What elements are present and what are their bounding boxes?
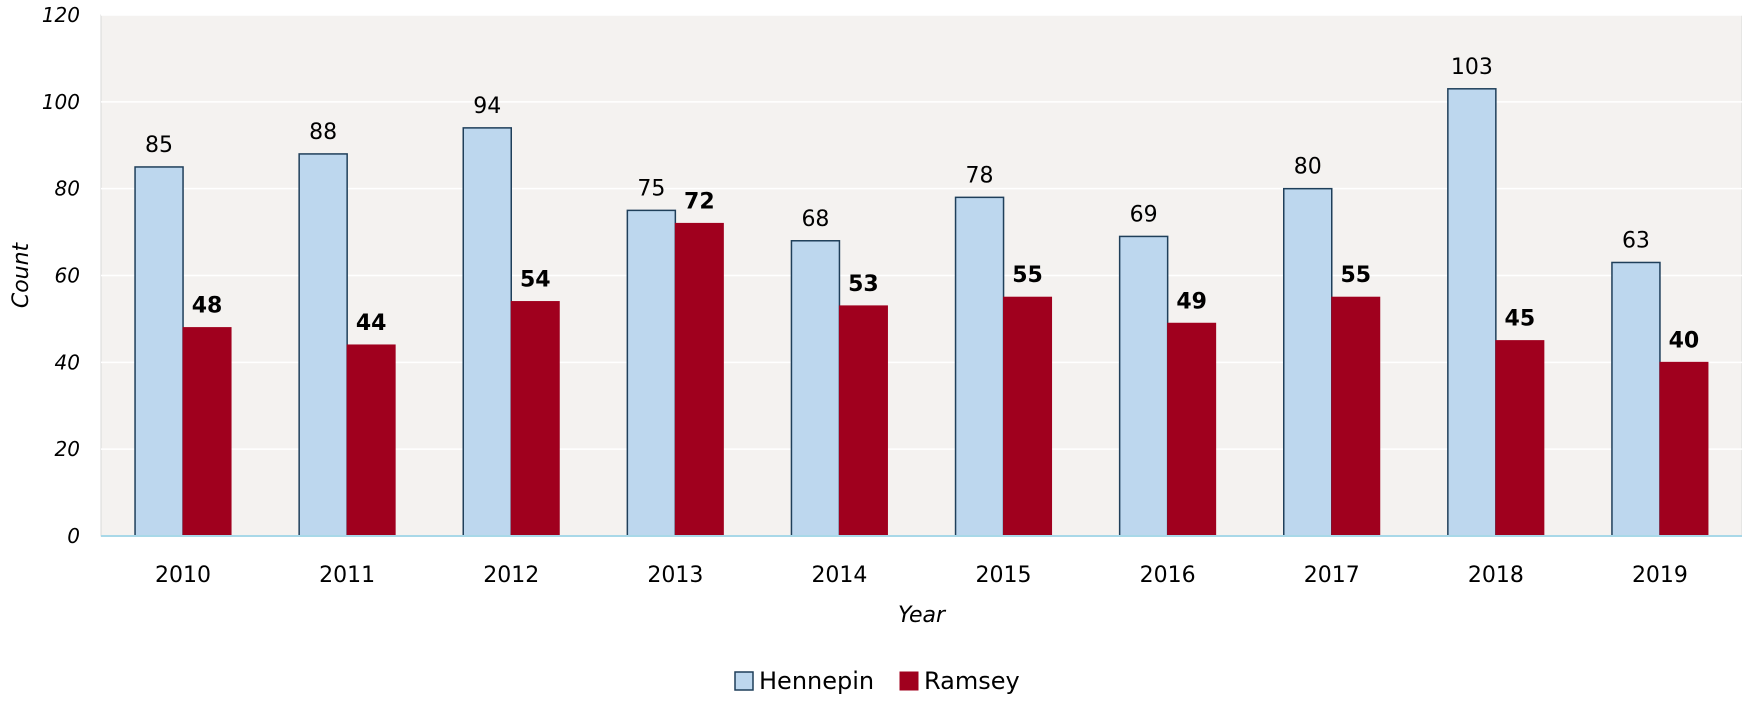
x-tick-label: 2011	[319, 563, 375, 588]
data-label-ramsey-2013: 72	[684, 189, 715, 214]
data-labels: 85 48 88 44 94 54 75 72 68 53 78 55 69 49 80 55 103 45 63 4…	[145, 55, 1699, 354]
legend: Hennepin Ramsey	[734, 667, 1020, 695]
bar-hennepin-2011	[298, 153, 348, 537]
x-axis-ticks: 2010 2011 2012 2013 2014 2015 2016 2017 2018 2019	[155, 563, 1688, 588]
y-axis-ticks: 0 20 40 60 80 100 120	[42, 3, 80, 548]
x-tick-label: 2019	[1632, 563, 1688, 588]
y-tick-label: 40	[55, 350, 80, 374]
y-tick-label: 100	[42, 90, 80, 114]
y-tick-label: 60	[55, 264, 80, 288]
y-tick-label: 80	[55, 177, 80, 201]
data-label-hennepin-2012: 94	[473, 94, 501, 119]
bar-ramsey-2019	[1659, 361, 1709, 537]
data-label-ramsey-2018: 45	[1505, 307, 1536, 332]
legend-swatch-hennepin	[734, 671, 754, 691]
x-tick-label: 2015	[976, 563, 1032, 588]
data-label-ramsey-2010: 48	[192, 294, 223, 319]
data-label-hennepin-2016: 69	[1130, 202, 1158, 227]
bar-hennepin-2017	[1283, 187, 1333, 537]
data-label-hennepin-2014: 68	[801, 207, 829, 232]
data-label-ramsey-2014: 53	[848, 272, 879, 297]
data-label-ramsey-2012: 54	[520, 268, 551, 293]
bar-hennepin-2018	[1447, 88, 1497, 537]
legend-label-ramsey: Ramsey	[924, 667, 1020, 695]
data-label-ramsey-2011: 44	[356, 311, 387, 336]
bar-hennepin-2016	[1118, 235, 1169, 537]
data-label-hennepin-2011: 88	[309, 120, 337, 145]
data-label-hennepin-2013: 75	[637, 176, 665, 201]
x-tick-label: 2016	[1140, 563, 1196, 588]
y-tick-label: 20	[55, 437, 80, 461]
x-tick-label: 2017	[1304, 563, 1360, 588]
x-tick-label: 2018	[1468, 563, 1524, 588]
data-label-ramsey-2015: 55	[1012, 263, 1043, 288]
bar-hennepin-2019	[1611, 261, 1661, 537]
bar-hennepin-2012	[462, 127, 512, 537]
data-label-hennepin-2018: 103	[1451, 55, 1493, 80]
x-tick-label: 2012	[483, 563, 539, 588]
bar-ramsey-2017	[1331, 296, 1381, 537]
data-label-hennepin-2019: 63	[1622, 228, 1650, 253]
y-tick-label: 120	[42, 3, 80, 27]
data-label-hennepin-2017: 80	[1294, 155, 1322, 180]
bar-hennepin-2014	[790, 240, 841, 537]
x-tick-label: 2010	[155, 563, 211, 588]
x-tick-label: 2014	[811, 563, 867, 588]
data-label-ramsey-2017: 55	[1340, 263, 1371, 288]
y-tick-label: 0	[67, 524, 80, 548]
bar-ramsey-2013	[674, 222, 724, 537]
data-label-hennepin-2015: 78	[966, 163, 994, 188]
data-label-ramsey-2019: 40	[1669, 328, 1700, 353]
bar-hennepin-2013	[626, 209, 677, 537]
data-label-hennepin-2010: 85	[145, 133, 173, 158]
y-axis-title: Count	[9, 241, 34, 308]
bar-ramsey-2012	[510, 301, 560, 537]
bar-ramsey-2016	[1167, 322, 1217, 537]
bar-ramsey-2015	[1003, 296, 1053, 537]
bar-hennepin-2015	[954, 196, 1005, 537]
legend-swatch-ramsey	[899, 671, 919, 691]
legend-label-hennepin: Hennepin	[759, 667, 874, 695]
x-tick-label: 2013	[647, 563, 703, 588]
data-label-ramsey-2016: 49	[1176, 289, 1207, 314]
bar-ramsey-2014	[838, 305, 888, 537]
bar-hennepin-2010	[134, 166, 184, 537]
bar-ramsey-2010	[182, 327, 232, 537]
x-axis-title: Year	[898, 603, 947, 628]
bar-ramsey-2018	[1495, 340, 1545, 537]
bar-ramsey-2011	[346, 344, 396, 537]
